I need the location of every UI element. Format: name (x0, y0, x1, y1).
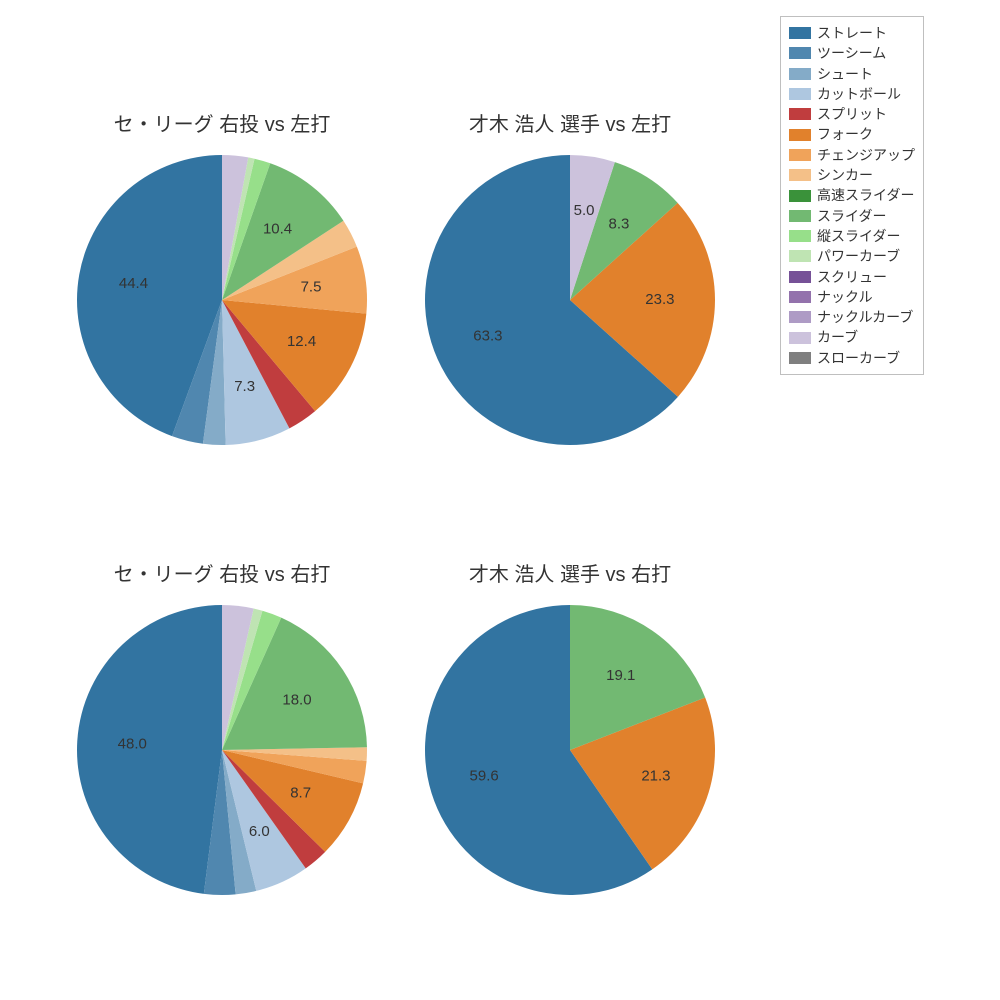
legend-swatch (789, 27, 811, 39)
legend-swatch (789, 311, 811, 323)
legend-swatch (789, 129, 811, 141)
pie-chart: 59.6 21.3 19.1 (395, 575, 745, 925)
legend-swatch (789, 169, 811, 181)
legend-label: チェンジアップ (817, 145, 915, 165)
legend-label: 縦スライダー (817, 226, 900, 246)
legend-item: チェンジアップ (789, 145, 915, 165)
legend-swatch (789, 47, 811, 59)
legend-swatch (789, 210, 811, 222)
legend-item: カーブ (789, 327, 915, 347)
slice-label: 48.0 (118, 735, 147, 752)
legend-label: フォーク (817, 124, 873, 144)
legend-item: カットボール (789, 84, 915, 104)
legend-label: ナックルカーブ (817, 307, 913, 327)
legend-label: ナックル (817, 287, 873, 307)
legend-swatch (789, 271, 811, 283)
legend-swatch (789, 332, 811, 344)
pie-svg: 44.4 7.3 12.4 7.5 10.4 (47, 125, 397, 475)
pie-svg: 48.0 6.0 8.7 18.0 (47, 575, 397, 925)
pie-svg: 59.6 21.3 19.1 (395, 575, 745, 925)
legend-item: シンカー (789, 165, 915, 185)
legend-label: スクリュー (817, 267, 887, 287)
legend-label: シンカー (817, 165, 873, 185)
legend-item: パワーカーブ (789, 246, 915, 266)
legend-item: スプリット (789, 104, 915, 124)
legend-item: フォーク (789, 124, 915, 144)
legend-label: スプリット (817, 104, 887, 124)
slice-label: 10.4 (263, 220, 292, 237)
legend-label: カーブ (817, 327, 858, 347)
legend-item: ストレート (789, 23, 915, 43)
legend-swatch (789, 250, 811, 262)
legend-swatch (789, 230, 811, 242)
legend-item: スローカーブ (789, 348, 915, 368)
legend-label: シュート (817, 64, 873, 84)
legend-swatch (789, 108, 811, 120)
legend-item: シュート (789, 64, 915, 84)
chart-title: セ・リーグ 右投 vs 右打 (72, 558, 372, 587)
slice-label: 12.4 (287, 333, 316, 350)
legend-item: ツーシーム (789, 43, 915, 63)
slice-label: 7.5 (301, 278, 322, 295)
slice-label: 18.0 (282, 691, 311, 708)
slice-label: 8.3 (608, 216, 629, 233)
slice-label: 19.1 (606, 667, 635, 684)
chart-title: 才木 浩人 選手 vs 右打 (420, 558, 720, 587)
slice-label: 5.0 (574, 202, 595, 219)
legend-swatch (789, 190, 811, 202)
slice-label: 63.3 (473, 328, 502, 345)
legend-label: 高速スライダー (817, 185, 914, 205)
pie-chart: 48.0 6.0 8.7 18.0 (47, 575, 397, 925)
slice-label: 8.7 (290, 785, 311, 802)
legend-swatch (789, 291, 811, 303)
legend-label: パワーカーブ (817, 246, 900, 266)
legend-item: 高速スライダー (789, 185, 915, 205)
legend-label: ツーシーム (817, 43, 886, 63)
legend-swatch (789, 88, 811, 100)
legend-item: スクリュー (789, 267, 915, 287)
legend-swatch (789, 149, 811, 161)
legend-item: ナックル (789, 287, 915, 307)
slice-label: 6.0 (249, 823, 270, 840)
chart-title: セ・リーグ 右投 vs 左打 (72, 108, 372, 137)
pie-chart: 44.4 7.3 12.4 7.5 10.4 (47, 125, 397, 475)
pie-svg: 63.3 23.3 8.3 5.0 (395, 125, 745, 475)
slice-label: 44.4 (119, 275, 148, 292)
pie-chart: 63.3 23.3 8.3 5.0 (395, 125, 745, 475)
legend-label: カットボール (817, 84, 901, 104)
pie-slice (77, 605, 222, 894)
legend: ストレートツーシームシュートカットボールスプリットフォークチェンジアップシンカー… (780, 16, 924, 375)
slice-label: 21.3 (641, 767, 670, 784)
slice-label: 59.6 (470, 768, 499, 785)
legend-item: 縦スライダー (789, 226, 915, 246)
legend-label: ストレート (817, 23, 887, 43)
legend-label: スライダー (817, 206, 886, 226)
legend-swatch (789, 68, 811, 80)
legend-item: スライダー (789, 206, 915, 226)
slice-label: 23.3 (645, 291, 674, 308)
legend-label: スローカーブ (817, 348, 900, 368)
legend-item: ナックルカーブ (789, 307, 915, 327)
legend-swatch (789, 352, 811, 364)
chart-title: 才木 浩人 選手 vs 左打 (420, 108, 720, 137)
slice-label: 7.3 (234, 378, 255, 395)
